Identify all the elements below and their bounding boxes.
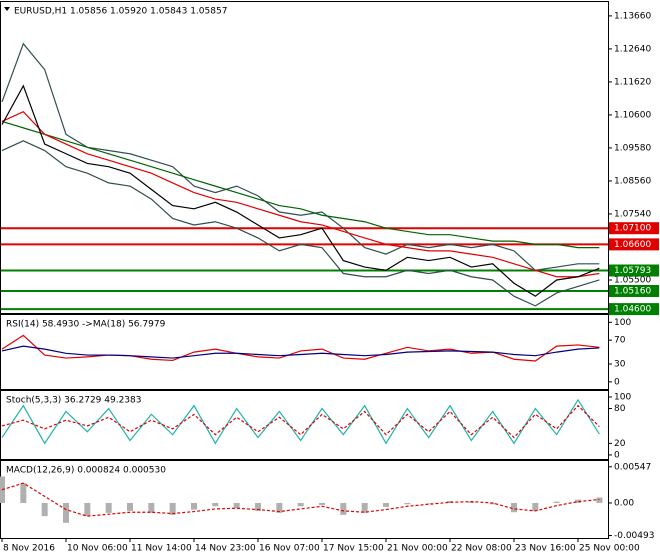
x-tick-label: 17 Nov 15:00 [323, 544, 384, 554]
series-line [1, 404, 600, 439]
histogram-bar [340, 502, 347, 515]
y-tick-label: 100 [614, 392, 631, 402]
panel-title: RSI(14) 58.4930 ->MA(18) 56.7979 [6, 320, 166, 330]
histogram-bar [532, 502, 539, 511]
histogram-bar [425, 502, 432, 504]
level-label: 1.05793 [614, 266, 651, 276]
x-tick-label: 8 Nov 2016 [3, 544, 55, 554]
histogram-bar [276, 502, 283, 513]
series-line [1, 120, 600, 249]
y-tick-label: 20 [614, 439, 626, 449]
y-tick-label: 1.13660 [614, 11, 651, 21]
histogram-bar [233, 502, 240, 509]
y-tick-label: 1.10600 [614, 110, 651, 120]
histogram-bar [575, 499, 581, 503]
level-tag [609, 264, 659, 277]
series-line [1, 110, 600, 278]
level-label: 1.04600 [614, 305, 651, 315]
level-tag [609, 222, 659, 235]
level-label: 1.05160 [614, 286, 651, 296]
series-line [1, 345, 600, 359]
y-tick-label: 1.12640 [614, 44, 651, 54]
x-tick-label: 14 Nov 23:00 [195, 544, 256, 554]
histogram-bar [468, 501, 475, 503]
y-tick-label: 0.00547 [614, 462, 651, 472]
x-tick-label: 22 Nov 08:00 [451, 544, 512, 554]
histogram-bar [511, 502, 517, 513]
y-tick-label: 100 [614, 318, 631, 328]
y-tick-label: 0 [614, 450, 620, 460]
level-tag [609, 284, 659, 297]
y-tick-label: 1.08560 [614, 176, 651, 186]
histogram-bar [84, 502, 91, 517]
histogram-bar [105, 502, 112, 513]
histogram-bar [383, 502, 389, 507]
y-tick-label: 70 [614, 336, 626, 346]
histogram-bar [127, 502, 133, 511]
y-tick-label: 0 [614, 377, 620, 387]
panel-frame [0, 1, 609, 314]
x-tick-label: 16 Nov 07:00 [259, 544, 320, 554]
x-tick-label: 23 Nov 16:00 [515, 544, 576, 554]
histogram-bar [553, 501, 560, 503]
panel-frame [0, 314, 609, 390]
y-tick-label: 0.00 [614, 498, 634, 508]
menu-triangle [4, 7, 10, 11]
histogram-bar [63, 502, 69, 523]
histogram-bar [596, 497, 603, 503]
x-tick-label: 25 Nov 00:00 [579, 544, 640, 554]
y-tick-label: 1.07540 [614, 209, 651, 219]
histogram-bar [169, 502, 176, 515]
y-tick-label: 30 [614, 360, 626, 370]
x-tick-label: 21 Nov 00:00 [387, 544, 448, 554]
histogram-bar [191, 502, 197, 510]
panel-frame [0, 390, 609, 460]
series-line [1, 140, 600, 307]
histogram-bar [255, 502, 261, 511]
panel-title: Stoch(5,3,3) 36.2729 49.2383 [6, 396, 141, 406]
y-tick-label: 1.11620 [614, 77, 651, 87]
histogram-bar [447, 500, 453, 503]
level-tag [609, 303, 659, 316]
panel-title: MACD(12,26,9) 0.000824 0.000530 [6, 466, 166, 476]
x-tick-label: 11 Nov 14:00 [131, 544, 192, 554]
panel-title: EURUSD,H1 1.05856 1.05920 1.05843 1.0585… [14, 7, 227, 17]
histogram-bar [489, 502, 496, 505]
y-tick-label: 80 [614, 404, 626, 414]
histogram-bar [20, 483, 27, 503]
y-tick-label: 1.09580 [614, 143, 651, 153]
histogram-bar [404, 502, 411, 505]
series-line [1, 42, 600, 271]
series-line [1, 84, 600, 297]
level-tag [609, 238, 659, 251]
histogram-bar [361, 502, 368, 513]
y-tick-label: -0.00493 [614, 531, 654, 541]
histogram-bar [212, 502, 219, 507]
histogram-bar [297, 502, 304, 507]
series-line [1, 398, 600, 445]
x-tick-label: 10 Nov 06:00 [67, 544, 128, 554]
histogram-bar [148, 502, 155, 513]
histogram-bar [41, 502, 48, 517]
level-label: 1.07100 [614, 224, 651, 234]
y-tick-label: 1.05500 [614, 275, 651, 285]
histogram-bar [319, 502, 325, 505]
level-label: 1.06600 [614, 240, 651, 250]
